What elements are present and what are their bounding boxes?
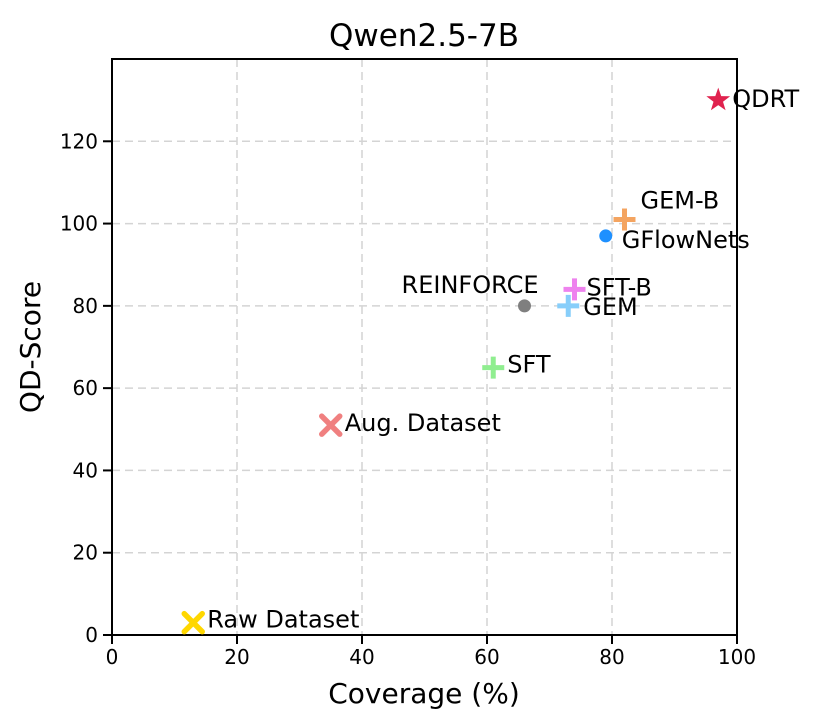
point-label-aug-dataset: Aug. Dataset [345,409,501,437]
x-axis-label: Coverage (%) [328,677,520,710]
point-labels-layer: Raw Dataset Aug. Dataset SFT REINFORCE GEMSF… [207,85,799,634]
data-point-gem-b [613,208,636,231]
data-points-layer [181,87,731,635]
x-tick-label: 0 [106,645,119,669]
data-point-reinforce [518,299,531,313]
x-tick-label: 20 [224,645,249,669]
chart-title: Qwen2.5-7B [329,18,519,54]
y-tick-label: 80 [73,294,98,318]
data-point-aug-dataset [319,413,343,437]
point-label-gem: GEM [583,293,637,321]
data-point-qdrt [706,87,731,111]
point-label-qdrt: QDRT [732,85,799,113]
x-tick-label: 60 [474,645,499,669]
y-axis-label: QD-Score [14,281,47,413]
x-tick-label: 100 [718,645,756,669]
data-point-raw-dataset [181,610,205,635]
y-tick-label: 40 [73,458,98,482]
grid-layer [112,59,738,635]
data-point-gem [557,294,580,317]
point-label-gem-b: GEM-B [641,186,720,214]
point-label-reinforce: REINFORCE [402,271,539,299]
y-tick-label: 60 [73,376,98,400]
point-label-sft-b: SFT-B [587,273,652,301]
data-point-gflownets [599,229,613,243]
data-point-sft [482,356,505,379]
x-tick-label: 80 [599,645,624,669]
y-tick-label: 20 [73,541,98,565]
data-point-sft-b [563,278,586,301]
point-label-gflownets: GFlowNets [622,226,750,254]
axis-layer: 0 20 40 60 80 100 0 20 40 60 80 100 120 [60,58,756,669]
point-label-raw-dataset: Raw Dataset [207,606,359,634]
x-tick-label: 40 [349,645,374,669]
y-tick-label: 120 [60,129,98,153]
plot-border [111,58,738,636]
y-tick-label: 0 [85,623,98,647]
point-label-sft: SFT [507,351,551,379]
y-tick-label: 100 [60,212,98,236]
